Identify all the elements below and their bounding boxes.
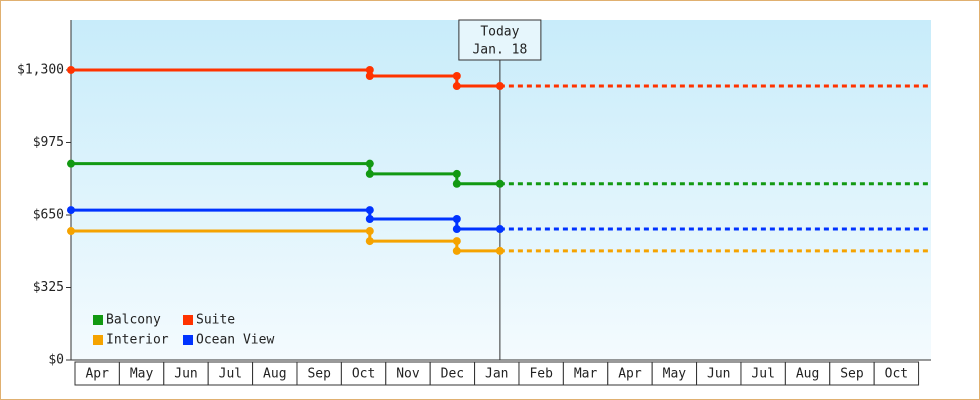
price-point — [365, 169, 374, 178]
price-point — [67, 65, 75, 74]
x-tick-label: Feb — [529, 367, 553, 382]
y-tick-label: $975 — [33, 135, 64, 150]
x-tick-label: Apr — [85, 367, 109, 382]
y-tick-label: $1,300 — [17, 62, 64, 77]
price-point — [67, 227, 75, 236]
price-point — [67, 159, 75, 168]
price-point — [365, 237, 374, 246]
price-point — [365, 65, 374, 74]
x-tick-label: May — [663, 367, 687, 382]
price-point — [365, 159, 374, 168]
x-tick-label: Jan — [485, 367, 508, 382]
price-line — [71, 208, 500, 231]
legend-label: Suite — [196, 313, 235, 328]
plot-area — [71, 20, 931, 360]
price-point — [452, 225, 461, 234]
price-line — [71, 229, 500, 253]
legend-swatch — [93, 335, 103, 345]
x-tick-label: Jul — [751, 367, 774, 382]
price-point — [495, 82, 504, 91]
legend-label: Balcony — [106, 313, 161, 328]
price-line — [71, 162, 500, 186]
today-date: Jan. 18 — [472, 43, 527, 58]
price-line — [71, 68, 500, 88]
x-tick-label: Sep — [840, 367, 864, 382]
price-point — [452, 237, 461, 246]
price-point — [452, 169, 461, 178]
x-tick-label: Jun — [174, 367, 197, 382]
legend-swatch — [183, 315, 193, 325]
x-tick-label: Jun — [707, 367, 730, 382]
price-point — [365, 206, 374, 215]
y-tick-label: $0 — [48, 353, 64, 368]
legend-label: Interior — [106, 333, 169, 348]
legend-label: Ocean View — [196, 333, 274, 348]
x-tick-label: Dec — [441, 367, 464, 382]
price-point — [365, 71, 374, 80]
price-point — [67, 206, 75, 215]
price-point — [452, 179, 461, 188]
x-tick-label: Aug — [796, 367, 819, 382]
x-tick-label: Nov — [396, 367, 420, 382]
x-tick-label: Jul — [219, 367, 242, 382]
x-tick-label: Oct — [885, 367, 908, 382]
price-point — [495, 179, 504, 188]
price-point — [495, 246, 504, 255]
x-tick-label: Sep — [307, 367, 331, 382]
today-box — [458, 19, 542, 61]
price-point — [452, 71, 461, 80]
x-tick-label: Mar — [574, 367, 598, 382]
x-tick-box — [873, 361, 920, 386]
price-point — [365, 227, 374, 236]
price-point — [452, 215, 461, 224]
x-tick-label: Aug — [263, 367, 286, 382]
y-tick-label: $325 — [33, 280, 64, 295]
legend-swatch — [93, 315, 103, 325]
price-point — [452, 82, 461, 91]
price-point — [365, 215, 374, 224]
x-tick-label: Oct — [352, 367, 375, 382]
x-tick-label: Apr — [618, 367, 642, 382]
y-tick-label: $650 — [33, 207, 64, 222]
price-point — [495, 225, 504, 234]
x-tick-label: May — [130, 367, 154, 382]
legend-swatch — [183, 335, 193, 345]
price-point — [452, 246, 461, 255]
today-label: Today — [480, 25, 519, 40]
